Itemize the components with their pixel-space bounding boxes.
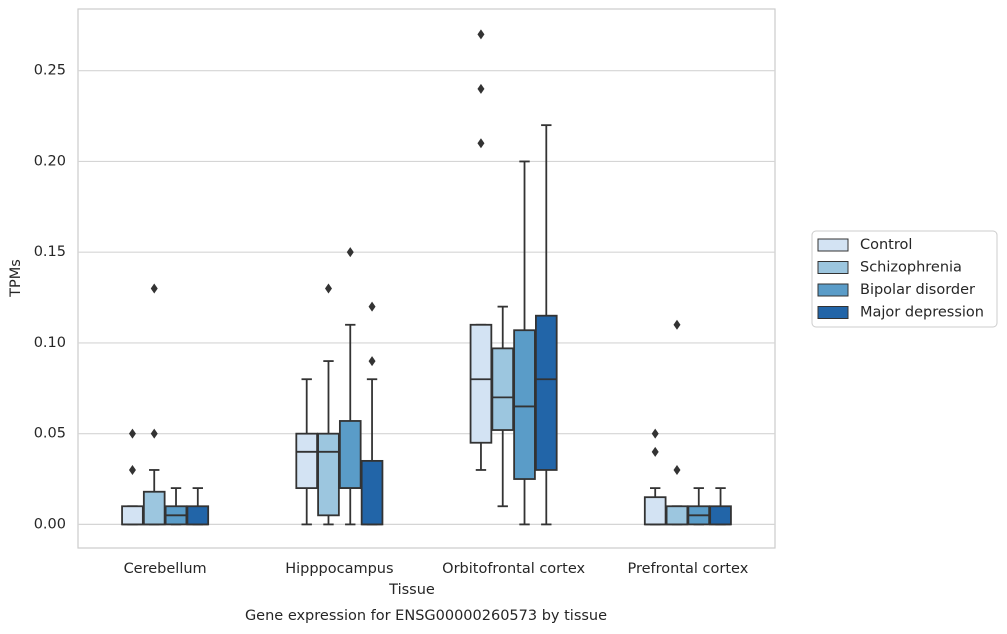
outlier — [477, 29, 485, 40]
outlier — [128, 428, 136, 439]
x-axis-label: Tissue — [388, 582, 435, 598]
legend-swatch — [817, 261, 849, 274]
box — [338, 420, 362, 490]
outlier — [150, 283, 158, 294]
y-axis-label: TPMs — [8, 259, 24, 298]
box — [360, 459, 384, 526]
x-tick-label: Cerebellum — [124, 561, 207, 577]
chart-title: Gene expression for ENSG00000260573 by t… — [245, 608, 607, 624]
y-tick-label: 0.00 — [34, 516, 66, 532]
outlier — [368, 301, 376, 312]
outlier — [128, 464, 136, 475]
y-tick-label: 0.15 — [34, 244, 66, 260]
box — [513, 329, 536, 480]
legend-label: Major depression — [860, 305, 984, 321]
outlier — [477, 83, 485, 94]
outlier — [346, 247, 354, 258]
legend-swatch — [817, 238, 849, 252]
outlier — [651, 428, 659, 439]
box — [317, 432, 340, 517]
box — [535, 314, 558, 471]
legend-frame — [811, 230, 998, 328]
legend-label: Control — [860, 237, 912, 253]
legend-label: Schizophrenia — [860, 260, 962, 276]
legend-label: Bipolar disorder — [860, 282, 975, 298]
legend-swatch — [817, 283, 849, 297]
y-tick-label: 0.25 — [34, 63, 66, 79]
outlier — [368, 356, 376, 367]
outlier — [651, 446, 659, 457]
box — [121, 505, 144, 526]
box — [469, 323, 493, 444]
outlier — [150, 428, 158, 439]
box — [295, 432, 318, 490]
box — [709, 505, 732, 526]
y-tick-label: 0.10 — [34, 335, 66, 351]
x-tick-label: Hipppocampus — [285, 561, 393, 577]
y-tick-label: 0.05 — [34, 426, 66, 442]
box — [142, 490, 166, 526]
outlier — [673, 319, 681, 330]
outlier — [324, 283, 332, 294]
outlier — [477, 138, 485, 149]
x-tick-label: Prefrontal cortex — [627, 561, 748, 577]
y-tick-label: 0.20 — [34, 153, 66, 169]
plot-frame — [77, 8, 776, 549]
legend-swatch — [817, 306, 849, 319]
box — [186, 505, 210, 526]
box — [491, 347, 515, 431]
outlier — [673, 464, 681, 475]
x-tick-label: Orbitofrontal cortex — [442, 561, 585, 577]
box — [665, 505, 689, 526]
box — [643, 496, 667, 526]
